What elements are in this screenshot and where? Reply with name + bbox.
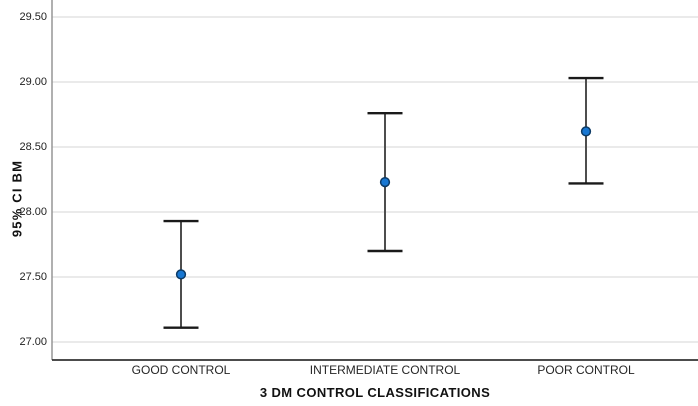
mean-marker: [379, 176, 391, 188]
y-tick-label: 27.00: [19, 336, 47, 348]
y-axis-title: 95% CI BM: [9, 159, 25, 238]
y-tick-label: 28.00: [19, 206, 47, 218]
x-axis-title: 3 DM CONTROL CLASSIFICATIONS: [259, 385, 491, 400]
mean-marker: [580, 126, 592, 137]
x-category-label: POOR CONTROL: [537, 363, 635, 377]
mean-marker: [175, 269, 187, 280]
x-category-label: INTERMEDIATE CONTROL: [309, 363, 461, 377]
y-tick-label: 29.00: [19, 76, 47, 88]
y-tick-label: 29.50: [19, 11, 47, 23]
y-tick-label: 28.50: [19, 141, 47, 153]
x-category-label: GOOD CONTROL: [131, 363, 231, 377]
y-tick-label: 27.50: [19, 271, 47, 283]
